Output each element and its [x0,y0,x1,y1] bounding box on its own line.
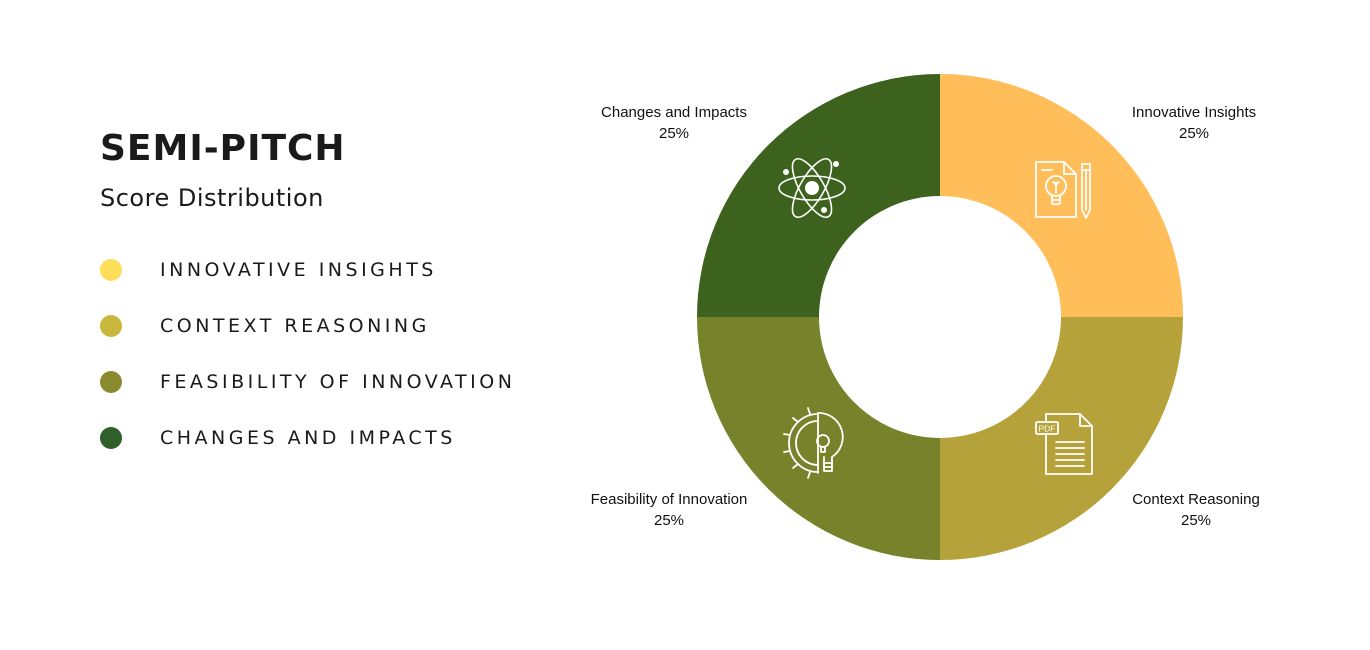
slice-changes-and-impacts [697,74,940,317]
legend-dot-changes-and-impacts [100,427,122,449]
slice-name-changes-and-impacts: Changes and Impacts [601,104,747,121]
legend-label-changes-and-impacts: CHANGES AND IMPACTS [160,427,456,449]
slice-value-feasibility-of-innovation: 25% [654,512,684,529]
legend-item-context-reasoning: CONTEXT REASONING [100,313,515,369]
legend-item-changes-and-impacts: CHANGES AND IMPACTS [100,425,515,481]
chart-title: SEMI-PITCH [100,128,346,169]
slice-name-feasibility-of-innovation: Feasibility of Innovation [591,491,748,508]
svg-text:PDF: PDF [1039,424,1056,434]
lightbulb-document-icon [1035,161,1091,219]
legend-label-context-reasoning: CONTEXT REASONING [160,315,430,337]
donut-slices [697,74,1183,560]
pdf-document-icon: PDF [1035,413,1093,475]
slice-value-context-reasoning: 25% [1181,512,1211,529]
slice-name-context-reasoning: Context Reasoning [1132,491,1260,508]
legend: INNOVATIVE INSIGHTS CONTEXT REASONING FE… [100,257,515,481]
gear-lightbulb-icon [783,407,844,479]
legend-item-feasibility-of-innovation: FEASIBILITY OF INNOVATION [100,369,515,425]
legend-dot-innovative-insights [100,259,122,281]
slice-value-innovative-insights: 25% [1179,125,1209,142]
slice-name-innovative-insights: Innovative Insights [1132,104,1256,121]
legend-dot-feasibility-of-innovation [100,371,122,393]
donut-chart: PDF Innovative Insights 25% Con [591,74,1260,560]
legend-dot-context-reasoning [100,315,122,337]
legend-label-feasibility-of-innovation: FEASIBILITY OF INNOVATION [160,371,516,393]
legend-label-innovative-insights: INNOVATIVE INSIGHTS [160,259,437,281]
slice-innovative-insights [940,74,1183,317]
slice-value-changes-and-impacts: 25% [659,125,689,142]
legend-item-innovative-insights: INNOVATIVE INSIGHTS [100,257,515,313]
atom-icon [778,157,846,219]
chart-subtitle: Score Distribution [100,184,324,212]
slice-context-reasoning [940,317,1183,560]
